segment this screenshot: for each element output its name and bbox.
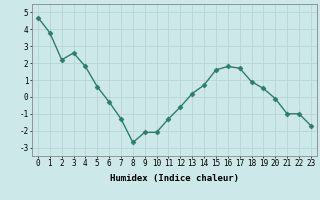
X-axis label: Humidex (Indice chaleur): Humidex (Indice chaleur): [110, 174, 239, 183]
